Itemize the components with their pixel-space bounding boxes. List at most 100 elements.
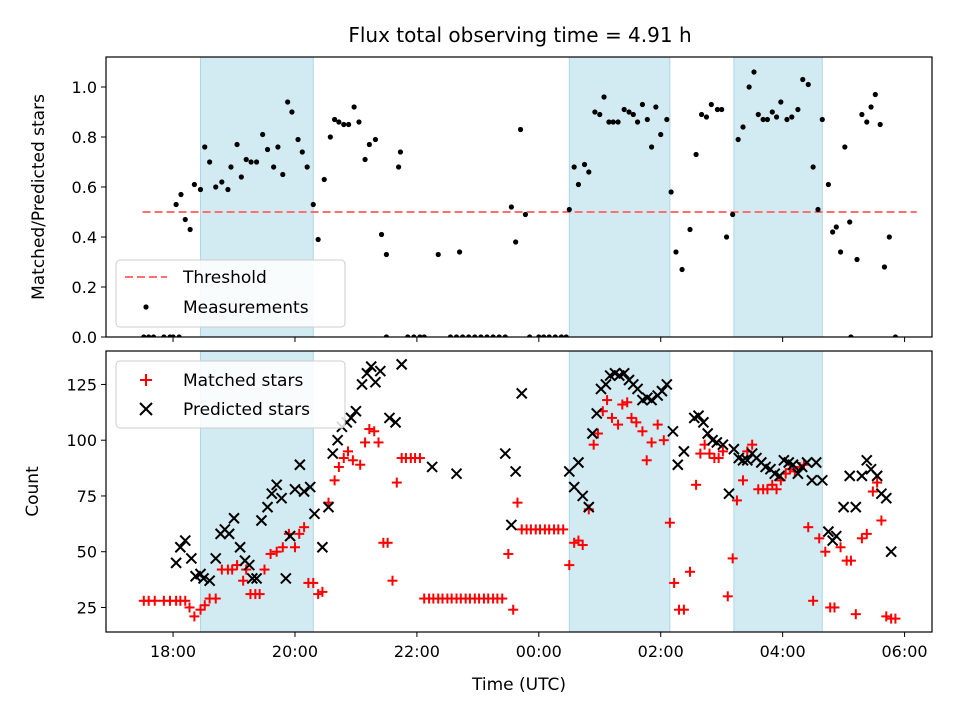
- predicted-point: [678, 445, 690, 458]
- measurement-point: [304, 164, 310, 170]
- predicted-point: [792, 467, 804, 480]
- measurement-point: [536, 334, 542, 337]
- predicted-point: [170, 557, 182, 569]
- matched-point: [497, 593, 508, 604]
- y-tick-label: 1.0: [72, 78, 97, 97]
- predicted-point: [576, 490, 589, 502]
- measurement-point: [639, 101, 646, 108]
- predicted-point: [197, 572, 210, 585]
- measurement-point: [648, 144, 655, 150]
- matched-point: [373, 437, 384, 448]
- predicted-point: [304, 481, 316, 493]
- matched-point: [238, 575, 249, 586]
- matched-point: [704, 448, 715, 459]
- legend-predicted-label: Predicted stars: [183, 400, 310, 420]
- matched-point: [210, 593, 221, 604]
- measurement-point: [191, 181, 197, 188]
- measurement-point: [854, 256, 860, 263]
- measurement-point: [453, 334, 460, 337]
- y-axis-label: Count: [23, 466, 43, 517]
- measurement-point: [202, 144, 208, 150]
- matched-point: [845, 555, 856, 566]
- matched-point: [184, 602, 195, 613]
- axes-frame: [105, 56, 933, 338]
- predicted-point: [261, 501, 274, 513]
- measurement-point: [723, 234, 730, 240]
- predicted-point: [801, 456, 813, 469]
- measurement-point: [626, 109, 632, 115]
- matched-point: [271, 546, 282, 557]
- measurement-point: [161, 334, 167, 337]
- legend-measurement-swatch: [143, 304, 149, 310]
- matched-point: [808, 595, 819, 606]
- measurement-point: [299, 149, 305, 155]
- predicted-point: [365, 360, 377, 373]
- predicted-point: [856, 470, 868, 482]
- matched-point: [577, 540, 588, 551]
- matched-point: [308, 577, 319, 588]
- predicted-point: [505, 519, 518, 531]
- measurement-point: [842, 144, 848, 150]
- matched-point: [856, 533, 867, 544]
- matched-point: [355, 459, 366, 470]
- measurement-point: [630, 111, 636, 118]
- measurement-point: [877, 121, 883, 128]
- measurement-point: [411, 334, 417, 337]
- matched-point: [180, 595, 191, 606]
- y-tick-label: 75: [77, 487, 97, 506]
- predicted-point: [672, 459, 684, 471]
- matched-point: [259, 564, 270, 575]
- matched-point: [617, 399, 628, 410]
- predicted-point: [645, 394, 658, 406]
- matched-point: [881, 611, 892, 622]
- measurement-point: [653, 104, 659, 110]
- measurement-point: [830, 229, 836, 235]
- matched-point: [722, 591, 733, 602]
- measurement-point: [178, 191, 184, 198]
- measurement-point: [837, 249, 844, 255]
- matched-point: [391, 477, 402, 488]
- measurement-point: [615, 119, 621, 125]
- predicted-point: [583, 501, 595, 513]
- matched-point: [338, 453, 349, 464]
- matched-point: [613, 419, 624, 430]
- measurement-point: [698, 111, 705, 118]
- measurement-point: [150, 334, 157, 337]
- x-tick-label: 06:00: [882, 642, 928, 661]
- measurement-point: [673, 249, 679, 255]
- measurement-point: [864, 119, 870, 125]
- matched-point: [850, 609, 861, 620]
- matched-point: [669, 577, 680, 588]
- matched-point: [738, 475, 749, 486]
- predicted-point: [631, 383, 644, 395]
- matched-point: [631, 417, 642, 428]
- measurement-point: [872, 91, 878, 98]
- matched-point: [299, 522, 310, 533]
- y-tick-label: 0.2: [72, 278, 97, 297]
- measurement-point: [784, 116, 790, 123]
- measurement-point: [513, 239, 519, 245]
- matched-point: [803, 522, 814, 533]
- measurement-point: [280, 171, 286, 178]
- matched-point: [717, 446, 728, 457]
- matched-point: [641, 455, 652, 466]
- measurement-point: [644, 116, 650, 123]
- matched-point: [691, 479, 702, 490]
- matched-point: [382, 537, 393, 548]
- matched-point: [333, 461, 344, 472]
- measurement-point: [610, 119, 616, 125]
- predicted-point: [280, 572, 292, 585]
- measurement-point: [238, 174, 244, 180]
- measurement-point: [571, 164, 577, 170]
- measurement-point: [658, 131, 664, 138]
- matched-point: [277, 542, 288, 553]
- measurement-point: [421, 334, 427, 337]
- matched-point: [695, 448, 706, 459]
- measurement-point: [173, 201, 179, 208]
- predicted-point: [383, 412, 396, 424]
- measurement-point: [331, 116, 338, 123]
- matched-point: [664, 517, 675, 528]
- measurement-point: [383, 251, 390, 258]
- matched-point: [294, 528, 305, 539]
- predicted-point: [600, 378, 612, 391]
